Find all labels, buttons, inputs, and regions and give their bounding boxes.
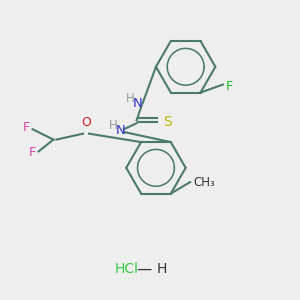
- Text: S: S: [164, 115, 172, 129]
- Text: H: H: [109, 119, 117, 132]
- Text: F: F: [28, 146, 36, 160]
- Text: O: O: [81, 116, 91, 129]
- Text: H: H: [157, 262, 167, 276]
- Text: F: F: [226, 80, 233, 93]
- Text: N: N: [116, 124, 125, 137]
- Text: CH₃: CH₃: [193, 176, 215, 189]
- Text: F: F: [22, 121, 30, 134]
- Text: —: —: [136, 261, 152, 276]
- Text: H: H: [126, 92, 135, 105]
- Text: HCl: HCl: [114, 262, 138, 276]
- Text: N: N: [133, 98, 143, 110]
